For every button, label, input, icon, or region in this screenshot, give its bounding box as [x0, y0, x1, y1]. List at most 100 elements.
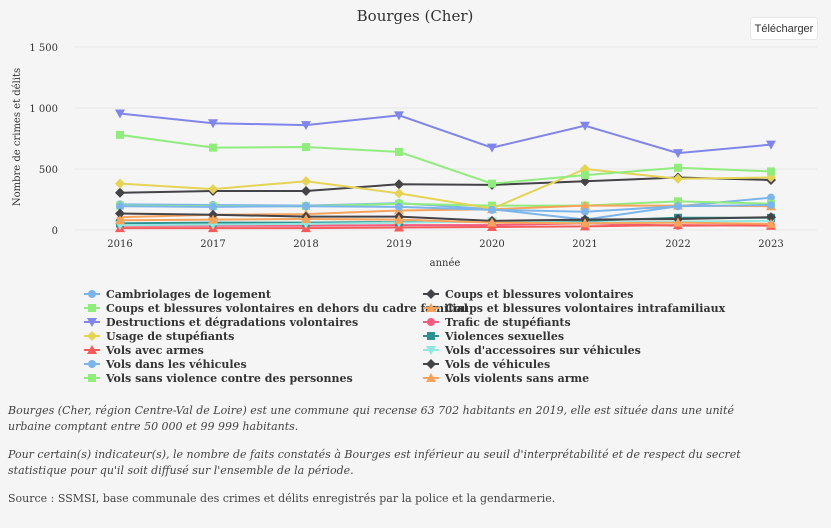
data-point[interactable] — [209, 202, 217, 211]
data-point[interactable] — [208, 119, 218, 129]
data-point[interactable] — [581, 171, 589, 180]
legend-item[interactable]: Usage de stupéfiants — [84, 329, 423, 343]
data-point[interactable] — [673, 173, 683, 184]
legend-marker-icon — [423, 318, 439, 326]
data-point[interactable] — [580, 121, 590, 131]
data-point[interactable] — [487, 217, 497, 227]
series-line[interactable] — [119, 212, 772, 222]
data-point[interactable] — [208, 214, 218, 224]
data-point[interactable] — [766, 212, 776, 223]
x-tick-label: 2016 — [107, 239, 132, 250]
data-point[interactable] — [766, 140, 776, 150]
data-point[interactable] — [209, 143, 217, 152]
data-point[interactable] — [394, 214, 404, 224]
data-point[interactable] — [580, 218, 590, 228]
legend-marker-icon — [84, 304, 100, 312]
data-point[interactable] — [394, 188, 404, 199]
legend-marker[interactable] — [88, 360, 96, 368]
data-point[interactable] — [115, 109, 125, 119]
legend-item[interactable]: Coups et blessures volontaires intrafami… — [423, 301, 753, 315]
legend-item[interactable]: Vols violents sans arme — [423, 371, 753, 385]
legend-item[interactable]: Vols dans les véhicules — [84, 357, 423, 371]
data-point[interactable] — [488, 179, 496, 188]
data-point[interactable] — [581, 207, 589, 216]
data-point[interactable] — [394, 179, 404, 190]
data-point[interactable] — [395, 202, 403, 211]
legend-marker[interactable] — [87, 318, 97, 327]
legend-item[interactable]: Coups et blessures volontaires en dehors… — [84, 301, 468, 315]
data-point[interactable] — [674, 202, 682, 211]
x-axis-label: année — [430, 258, 461, 269]
data-point[interactable] — [766, 218, 776, 228]
data-point[interactable] — [301, 121, 311, 131]
legend-marker[interactable] — [87, 331, 97, 341]
legend-marker[interactable] — [426, 303, 436, 312]
legend-marker[interactable] — [88, 290, 96, 298]
x-tick-label: 2023 — [758, 239, 783, 250]
data-point[interactable] — [395, 147, 403, 156]
legend-item[interactable]: Coups et blessures volontaires — [423, 287, 753, 301]
legend-item[interactable]: Cambriolages de logement — [84, 287, 423, 301]
legend-marker-icon — [84, 345, 100, 354]
data-point[interactable] — [115, 215, 125, 225]
legend-marker[interactable] — [87, 345, 97, 354]
legend-marker[interactable] — [426, 289, 436, 299]
data-point[interactable] — [208, 184, 218, 195]
legend-marker[interactable] — [427, 318, 435, 326]
legend-label: Vols avec armes — [106, 343, 204, 357]
series-line[interactable] — [119, 167, 772, 210]
series-line[interactable] — [119, 112, 772, 155]
data-point[interactable] — [488, 205, 496, 214]
legend-label: Destructions et dégradations volontaires — [106, 315, 359, 329]
legend-item[interactable]: Trafic de stupéfiants — [423, 315, 753, 329]
series-line[interactable] — [119, 203, 772, 213]
data-point[interactable] — [301, 214, 311, 224]
data-point[interactable] — [767, 200, 775, 209]
legend-item[interactable]: Vols avec armes — [84, 343, 423, 357]
data-point[interactable] — [115, 208, 125, 219]
series-lines — [115, 109, 776, 233]
data-point[interactable] — [116, 130, 124, 139]
legend-item[interactable]: Vols sans violence contre des personnes — [84, 371, 423, 385]
legend-marker[interactable] — [426, 346, 436, 355]
y-tick-label: 500 — [39, 165, 58, 176]
data-point[interactable] — [580, 200, 590, 210]
legend-marker[interactable] — [426, 359, 436, 369]
legend-item[interactable]: Vols de véhicules — [423, 357, 753, 371]
data-point[interactable] — [116, 202, 124, 211]
legend-marker[interactable] — [88, 374, 96, 382]
legend-item[interactable]: Violences sexuelles — [423, 329, 753, 343]
download-button[interactable]: Télécharger — [750, 17, 818, 40]
y-tick-label: 1 000 — [29, 104, 58, 115]
series-line[interactable] — [119, 218, 772, 225]
x-tick-label: 2018 — [293, 239, 318, 250]
x-tick-label: 2021 — [572, 239, 597, 250]
series-line[interactable] — [119, 133, 772, 185]
data-point[interactable] — [302, 143, 310, 152]
legend-marker[interactable] — [426, 373, 436, 382]
data-point[interactable] — [394, 111, 404, 121]
series-line[interactable] — [119, 176, 772, 194]
x-tick-label: 2020 — [479, 239, 504, 250]
legend-marker[interactable] — [88, 304, 96, 312]
data-point[interactable] — [301, 185, 311, 196]
legend-label: Vols de véhicules — [445, 357, 551, 371]
data-point[interactable] — [115, 178, 125, 189]
legend-label: Violences sexuelles — [445, 329, 565, 343]
data-point[interactable] — [673, 217, 683, 227]
source-note: Source : SSMSI, base communale des crime… — [8, 492, 556, 505]
data-point[interactable] — [767, 193, 775, 202]
legend-item[interactable]: Vols d'accessoires sur véhicules — [423, 343, 753, 357]
data-point[interactable] — [674, 163, 682, 172]
data-point[interactable] — [115, 187, 125, 198]
data-point[interactable] — [301, 176, 311, 187]
data-point[interactable] — [767, 167, 775, 176]
data-point[interactable] — [673, 149, 683, 159]
series-line[interactable] — [119, 196, 772, 221]
series-line[interactable] — [120, 224, 772, 230]
data-point[interactable] — [487, 143, 497, 153]
y-tick-label: 1 500 — [29, 43, 58, 54]
legend-marker[interactable] — [427, 332, 435, 340]
data-point[interactable] — [302, 202, 310, 211]
legend-item[interactable]: Destructions et dégradations volontaires — [84, 315, 423, 329]
